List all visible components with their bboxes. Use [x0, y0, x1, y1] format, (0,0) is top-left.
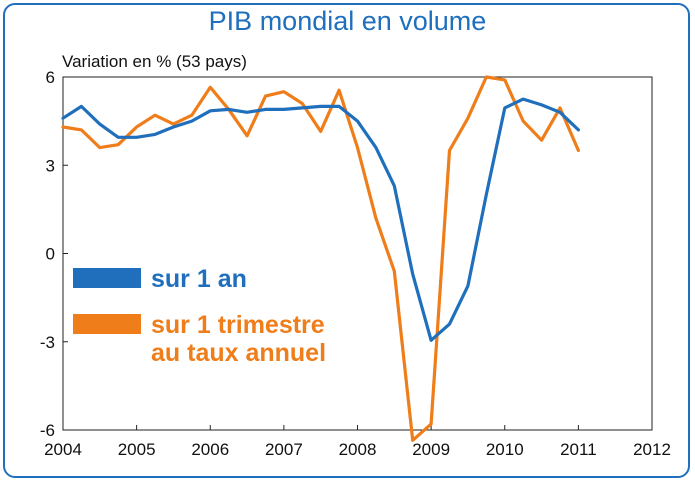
legend-label-sur-1-trimestre-line1: sur 1 trimestre	[151, 311, 325, 339]
x-tick-label: 2012	[633, 440, 671, 459]
y-tick-label: 6	[46, 68, 55, 87]
plot-area	[62, 76, 653, 431]
x-tick-label: 2007	[265, 440, 303, 459]
x-tick-label: 2004	[44, 440, 82, 459]
y-axis-label: Variation en % (53 pays)	[62, 52, 247, 71]
y-tick-label: -3	[40, 333, 55, 352]
y-tick-label: 0	[46, 245, 55, 264]
series-line-sur-1-an	[61, 97, 581, 342]
legend-swatch-sur-1-trimestre	[73, 314, 141, 334]
x-tick-label: 2005	[118, 440, 156, 459]
legend-label-sur-1-an: sur 1 an	[151, 265, 247, 293]
legend-label-sur-1-trimestre-line2: au taux annuel	[151, 339, 326, 367]
y-tick-label: -6	[40, 421, 55, 440]
x-tick-label: 2010	[486, 440, 524, 459]
legend-swatch-sur-1-an	[73, 268, 141, 288]
chart-frame	[3, 3, 690, 478]
series-line-sur-1-trimestre	[61, 75, 581, 442]
chart-title: PIB mondial en volume	[208, 6, 487, 36]
y-tick-label: 3	[46, 156, 55, 175]
x-tick-label: 2008	[339, 440, 377, 459]
x-tick-label: 2009	[412, 440, 450, 459]
x-tick-label: 2011	[560, 440, 597, 459]
x-tick-label: 2006	[191, 440, 229, 459]
